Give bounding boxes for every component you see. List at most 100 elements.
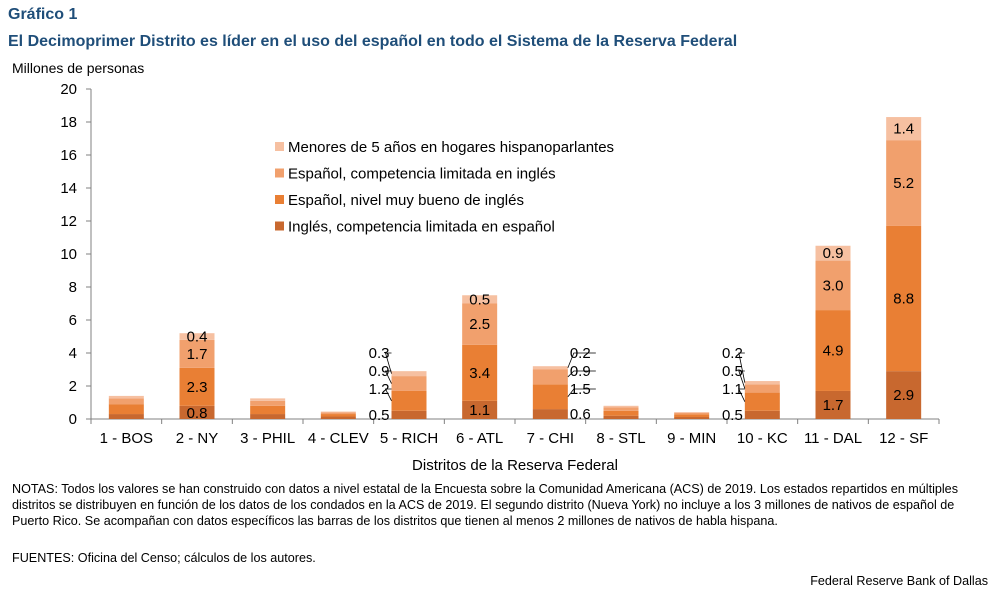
legend-swatch [275,221,284,231]
bar-segment [815,390,851,419]
x-axis-title: Distritos de la Reserva Federal [412,457,618,474]
data-label: 2.9 [893,387,914,404]
bar-segment [674,414,710,418]
x-tick-label: 4 - CLEV [308,430,369,447]
bar-segment [108,404,144,415]
bar-segment [744,384,780,393]
y-tick-label: 8 [69,279,77,296]
bar-segment [744,381,780,385]
x-tick-label: 11 - DAL [804,430,862,447]
x-tick-label: 3 - PHIL [240,430,295,447]
bar-segment [886,140,922,226]
data-label: 0.9 [369,363,390,380]
chart-sources: FUENTES: Oficina del Censo; cálculos de … [12,551,316,565]
leader-line [567,352,596,368]
x-tick-label: 10 - KC [737,430,788,447]
bar-segment [320,416,356,419]
bar-segment [674,417,710,419]
bar-segment [320,412,356,415]
y-tick-label: 12 [60,213,77,230]
leader-line [384,352,392,374]
data-label: 0.8 [187,405,208,422]
chart-title: El Decimoprimer Distrito es líder en el … [8,33,738,50]
data-label: 0.5 [722,363,743,380]
data-label: 4.9 [823,343,844,360]
data-label: 2.5 [469,316,490,333]
data-label: 2.3 [187,379,208,396]
legend-label: Inglés, competencia limitada en español [288,219,555,236]
bar-segment [603,415,639,419]
y-tick-label: 6 [69,312,77,329]
bar-segment [603,407,639,411]
data-label: 1.2 [369,381,390,398]
bar-segment [179,367,215,406]
bar-segment [250,414,286,419]
chart-credit: Federal Reserve Bank of Dallas [810,574,988,588]
data-label: 3.0 [823,277,844,294]
legend-swatch [275,168,284,178]
bar-segment [320,414,356,417]
bar-segment [886,371,922,419]
leader-line [567,388,596,397]
data-label: 0.5 [469,291,490,308]
leader-line [738,352,746,383]
bar-segment [320,411,356,413]
bar-segment [674,412,710,413]
data-label: 1.1 [722,381,743,398]
data-label: 0.9 [570,363,591,380]
legend-label: Español, nivel muy bueno de inglés [288,192,524,209]
bar-segment [179,333,215,340]
bar-segment [108,398,144,405]
chart-notes: NOTAS: Todos los valores se han construi… [12,482,958,528]
bar-segment [179,405,215,419]
bar-segment [391,410,427,419]
y-tick-label: 20 [60,81,77,98]
bar-segment [744,392,780,411]
bar-segment [815,260,851,311]
data-label: 8.8 [893,291,914,308]
x-tick-label: 6 - ATL [456,430,503,447]
bar-segment [886,117,922,141]
data-label: 5.2 [893,175,914,192]
bar-segment [532,366,568,370]
bar-segment [532,384,568,410]
bar-segment [532,369,568,385]
y-tick-label: 18 [60,114,77,131]
legend-label: Español, competencia limitada en inglés [288,166,556,183]
data-label: 0.6 [570,406,591,423]
data-label: 0.4 [187,329,208,346]
bar-segment [603,410,639,416]
bar-segment [815,310,851,391]
x-tick-label: 1 - BOS [100,430,153,447]
data-label: 0.3 [369,345,390,362]
y-tick-label: 0 [69,411,77,428]
y-tick-label: 14 [60,180,77,197]
x-tick-label: 2 - NY [176,430,219,447]
leader-line [567,370,596,378]
data-label: 0.5 [722,407,743,424]
bar-segment [815,245,851,261]
bar-segment [108,395,144,399]
bar-segment [532,409,568,419]
leader-line [384,370,392,384]
legend-swatch [275,142,284,151]
data-label: 1.4 [893,121,914,138]
bar-segment [250,405,286,415]
bar-segment [462,303,498,345]
x-tick-label: 8 - STL [596,430,645,447]
y-axis-unit: Millones de personas [12,60,145,76]
y-tick-label: 2 [69,378,77,395]
y-tick-label: 4 [69,345,77,362]
leader-line [384,388,392,402]
x-tick-label: 9 - MIN [667,430,716,447]
x-tick-label: 7 - CHI [527,430,575,447]
data-label: 1.7 [823,397,844,414]
legend-label: Menores de 5 años en hogares hispanoparl… [288,139,614,156]
bar-segment [462,344,498,401]
legend-swatch [275,195,284,204]
data-label: 3.4 [469,365,490,382]
bar-segment [250,398,286,401]
y-tick-label: 10 [60,246,77,263]
x-tick-label: 12 - SF [879,430,928,447]
bar-segment [674,412,710,415]
